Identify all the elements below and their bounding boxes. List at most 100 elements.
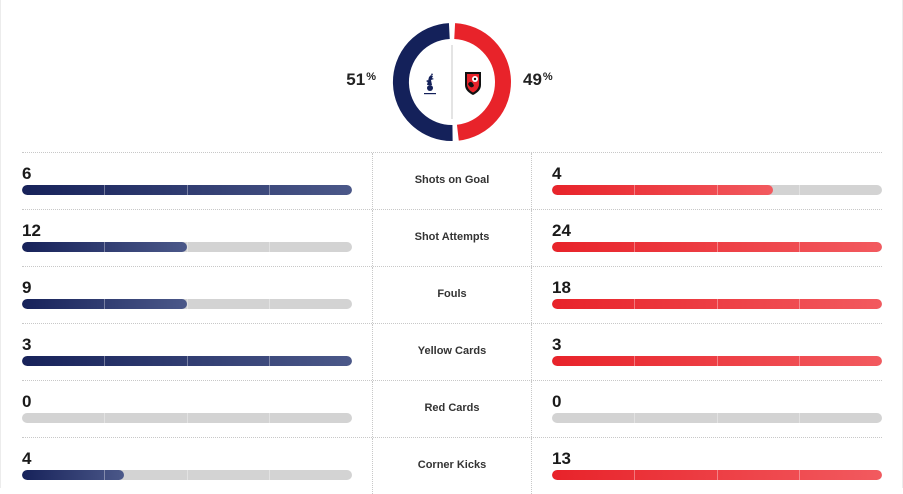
stat-label: Red Cards [424, 402, 480, 414]
home-stat-value: 4 [22, 449, 32, 468]
away-stat-bar [552, 356, 882, 366]
away-stat-bar-fill [552, 470, 882, 480]
bar-segment-divider [717, 413, 718, 423]
away-stat-bar [552, 242, 882, 252]
home-stat-value: 3 [22, 335, 32, 354]
bar-segment-divider [717, 299, 718, 309]
bar-segment-divider [269, 299, 270, 309]
away-stat-value: 4 [552, 164, 562, 183]
bar-segment-divider [634, 242, 635, 252]
bar-segment-divider [269, 185, 270, 195]
bar-segment-divider [799, 299, 800, 309]
home-stat-value: 6 [22, 164, 32, 183]
home-stat-bar-fill [22, 356, 352, 366]
away-stat-bar-fill [552, 356, 882, 366]
home-stat-bar [22, 356, 352, 366]
stat-label-cell: Shot Attempts [372, 210, 532, 266]
possession-arc-away [453, 23, 511, 141]
bar-segment-divider [104, 413, 105, 423]
bar-segment-divider [269, 413, 270, 423]
home-possession-percent: 51% [346, 70, 376, 90]
home-stat-value: 12 [22, 221, 41, 240]
bar-segment-divider [799, 242, 800, 252]
away-stat-bar [552, 299, 882, 309]
frame-left-border [0, 0, 1, 488]
bar-segment-divider [717, 242, 718, 252]
bar-segment-divider [104, 356, 105, 366]
bar-segment-divider [799, 413, 800, 423]
stat-row: 12 Shot Attempts 24 [22, 209, 882, 266]
home-stat-bar-fill [22, 299, 187, 309]
bar-segment-divider [717, 356, 718, 366]
stat-row: 6 Shots on Goal 4 [22, 152, 882, 209]
bar-segment-divider [717, 185, 718, 195]
away-stat-bar [552, 470, 882, 480]
home-stat-bar-fill [22, 470, 124, 480]
home-stat-bar [22, 299, 352, 309]
bar-segment-divider [104, 470, 105, 480]
bar-segment-divider [799, 356, 800, 366]
away-stat-bar [552, 413, 882, 423]
bar-segment-divider [187, 470, 188, 480]
stat-label: Shot Attempts [414, 231, 490, 243]
away-stat-value: 0 [552, 392, 562, 411]
home-stat-bar [22, 185, 352, 195]
away-possession-percent: 49% [523, 70, 553, 90]
stat-label-cell: Corner Kicks [372, 438, 532, 494]
bar-segment-divider [634, 299, 635, 309]
away-stat-bar-fill [552, 185, 774, 195]
stat-row: 4 Corner Kicks 13 [22, 437, 882, 494]
bar-segment-divider [104, 299, 105, 309]
bar-segment-divider [187, 299, 188, 309]
stat-label: Fouls [437, 288, 467, 300]
home-stat-bar [22, 242, 352, 252]
stat-label-cell: Fouls [372, 267, 532, 323]
bar-segment-divider [799, 185, 800, 195]
home-stat-bar [22, 413, 352, 423]
away-possession-value: 49 [523, 70, 542, 89]
stat-label: Shots on Goal [414, 174, 490, 186]
bar-segment-divider [799, 470, 800, 480]
away-stat-value: 24 [552, 221, 571, 240]
bar-segment-divider [269, 470, 270, 480]
stat-row: 9 Fouls 18 [22, 266, 882, 323]
stat-label: Yellow Cards [417, 345, 487, 357]
away-stat-value: 18 [552, 278, 571, 297]
stat-label: Corner Kicks [417, 459, 487, 471]
home-stat-value: 9 [22, 278, 32, 297]
bar-segment-divider [717, 470, 718, 480]
possession-arc-home [392, 23, 453, 142]
home-possession-sign: % [366, 71, 376, 83]
bar-segment-divider [634, 185, 635, 195]
home-stat-bar [22, 470, 352, 480]
bar-segment-divider [104, 185, 105, 195]
away-stat-bar-fill [552, 299, 882, 309]
bar-segment-divider [269, 356, 270, 366]
away-stat-value: 13 [552, 449, 571, 468]
bar-segment-divider [634, 356, 635, 366]
stat-label-cell: Red Cards [372, 381, 532, 437]
stats-table: 6 Shots on Goal 4 12 Shot Attempts 24 9 Fouls 18… [22, 152, 882, 494]
stat-row: 0 Red Cards 0 [22, 380, 882, 437]
away-stat-bar [552, 185, 882, 195]
bar-segment-divider [187, 413, 188, 423]
away-stat-bar-fill [552, 242, 882, 252]
possession-section: 51% 49% [0, 0, 903, 150]
bar-segment-divider [634, 413, 635, 423]
home-stat-bar-fill [22, 185, 352, 195]
stat-row: 3 Yellow Cards 3 [22, 323, 882, 380]
bar-segment-divider [187, 242, 188, 252]
stat-label-cell: Shots on Goal [372, 153, 532, 209]
home-possession-value: 51 [346, 70, 366, 89]
stat-label-cell: Yellow Cards [372, 324, 532, 380]
bar-segment-divider [104, 242, 105, 252]
home-stat-bar-fill [22, 242, 187, 252]
bar-segment-divider [634, 470, 635, 480]
away-stat-value: 3 [552, 335, 562, 354]
possession-donut-chart [392, 23, 511, 142]
tottenham-crest-icon [424, 73, 436, 95]
home-stat-value: 0 [22, 392, 32, 411]
bar-segment-divider [269, 242, 270, 252]
bournemouth-crest-icon [465, 72, 481, 95]
bar-segment-divider [187, 356, 188, 366]
